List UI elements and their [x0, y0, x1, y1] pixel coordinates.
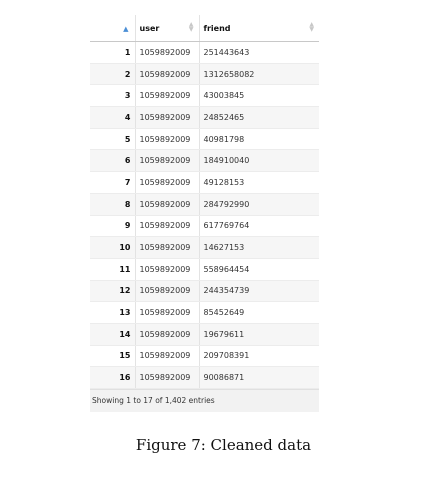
- sort-icon: ▲ ▼: [188, 21, 194, 33]
- data-viewer: ▲ user ▲ ▼ friend ▲ ▼ 1 1059892009 2514436…: [90, 15, 319, 412]
- cell-friend[interactable]: 19679611: [199, 323, 319, 346]
- cell-friend[interactable]: 43003845: [199, 84, 319, 108]
- table-row[interactable]: 5 1059892009 40981798: [90, 128, 319, 151]
- table-row[interactable]: 12 1059892009 244354739: [90, 280, 319, 303]
- table-row[interactable]: 7 1059892009 49128153: [90, 171, 319, 194]
- table-row[interactable]: 1 1059892009 251443643: [90, 41, 319, 64]
- table-row[interactable]: 10 1059892009 14627153: [90, 236, 319, 259]
- table-row[interactable]: 15 1059892009 209708391: [90, 345, 319, 368]
- cell-friend[interactable]: 209708391: [199, 345, 319, 368]
- table-row[interactable]: 6 1059892009 184910040: [90, 149, 319, 173]
- table-row[interactable]: 13 1059892009 85452649: [90, 301, 319, 324]
- column-header-user-label: user: [139, 23, 160, 33]
- table-row[interactable]: 14 1059892009 19679611: [90, 323, 319, 346]
- cell-user[interactable]: 1059892009: [135, 323, 200, 346]
- row-index: 7: [90, 171, 136, 194]
- cell-friend[interactable]: 184910040: [199, 149, 319, 173]
- table-row[interactable]: 16 1059892009 90086871: [90, 366, 319, 389]
- table-row[interactable]: 9 1059892009 617769764: [90, 215, 319, 238]
- cell-user[interactable]: 1059892009: [135, 215, 200, 238]
- cell-user[interactable]: 1059892009: [135, 106, 200, 129]
- row-index: 16: [90, 366, 136, 389]
- row-index: 11: [90, 258, 136, 281]
- cell-user[interactable]: 1059892009: [135, 366, 200, 389]
- row-index: 13: [90, 301, 136, 324]
- figure-caption: Figure 7: Cleaned data: [135, 436, 312, 454]
- cell-user[interactable]: 1059892009: [135, 301, 200, 324]
- row-index: 14: [90, 323, 136, 346]
- cell-user[interactable]: 1059892009: [135, 280, 200, 303]
- cell-user[interactable]: 1059892009: [135, 171, 200, 194]
- data-table: ▲ user ▲ ▼ friend ▲ ▼ 1 1059892009 2514436…: [90, 15, 319, 389]
- row-index: 4: [90, 106, 136, 129]
- column-header-friend-label: friend: [203, 23, 231, 33]
- table-row[interactable]: 3 1059892009 43003845: [90, 84, 319, 108]
- table-row[interactable]: 11 1059892009 558964454: [90, 258, 319, 281]
- column-header-friend[interactable]: friend ▲ ▼: [199, 15, 319, 42]
- cell-user[interactable]: 1059892009: [135, 149, 200, 173]
- cell-user[interactable]: 1059892009: [135, 193, 200, 216]
- row-index: 15: [90, 345, 136, 368]
- table-row[interactable]: 4 1059892009 24852465: [90, 106, 319, 129]
- row-index: 8: [90, 193, 136, 216]
- table-row[interactable]: 2 1059892009 1312658082: [90, 63, 319, 86]
- cell-user[interactable]: 1059892009: [135, 128, 200, 151]
- cell-friend[interactable]: 40981798: [199, 128, 319, 151]
- row-index: 10: [90, 236, 136, 259]
- cell-user[interactable]: 1059892009: [135, 63, 200, 86]
- entries-status: Showing 1 to 17 of 1,402 entries: [90, 389, 319, 412]
- cell-friend[interactable]: 85452649: [199, 301, 319, 324]
- cell-friend[interactable]: 617769764: [199, 215, 319, 238]
- row-index: 3: [90, 84, 136, 108]
- row-index: 12: [90, 280, 136, 303]
- cell-user[interactable]: 1059892009: [135, 84, 200, 108]
- cell-user[interactable]: 1059892009: [135, 236, 200, 259]
- row-index: 9: [90, 215, 136, 238]
- cell-friend[interactable]: 251443643: [199, 41, 319, 64]
- cell-friend[interactable]: 14627153: [199, 236, 319, 259]
- cell-friend[interactable]: 49128153: [199, 171, 319, 194]
- cell-user[interactable]: 1059892009: [135, 258, 200, 281]
- cell-user[interactable]: 1059892009: [135, 41, 200, 64]
- row-index: 1: [90, 41, 136, 64]
- sort-ascending-icon: ▲: [123, 24, 129, 33]
- cell-friend[interactable]: 244354739: [199, 280, 319, 303]
- cell-friend[interactable]: 284792990: [199, 193, 319, 216]
- sort-icon: ▲ ▼: [309, 21, 314, 33]
- header-row: ▲ user ▲ ▼ friend ▲ ▼: [90, 15, 319, 42]
- cell-friend[interactable]: 90086871: [199, 366, 319, 389]
- cell-friend[interactable]: 1312658082: [199, 63, 319, 86]
- index-column-header[interactable]: ▲: [90, 15, 136, 42]
- row-index: 5: [90, 128, 136, 151]
- row-index: 2: [90, 63, 136, 86]
- row-index: 6: [90, 149, 136, 173]
- cell-friend[interactable]: 558964454: [199, 258, 319, 281]
- cell-friend[interactable]: 24852465: [199, 106, 319, 129]
- cell-user[interactable]: 1059892009: [135, 345, 200, 368]
- column-header-user[interactable]: user ▲ ▼: [135, 15, 200, 42]
- table-row[interactable]: 8 1059892009 284792990: [90, 193, 319, 216]
